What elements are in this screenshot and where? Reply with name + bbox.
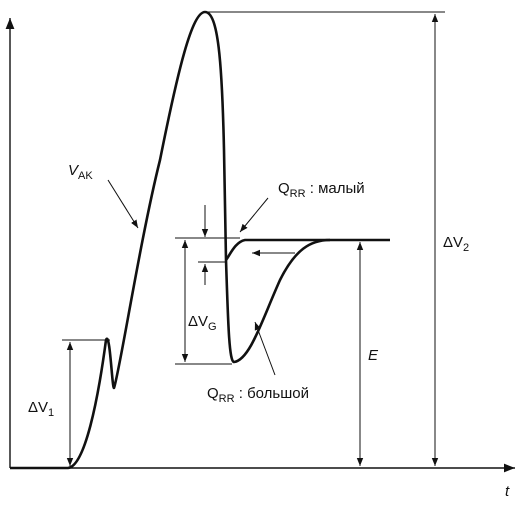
leader <box>254 321 276 376</box>
qrr-small-curve <box>224 238 390 261</box>
dvg-label: ΔVG <box>188 313 217 333</box>
vak-curve <box>10 10 228 470</box>
dv1-label: ΔV1 <box>28 399 54 419</box>
qrr-large-label: QRR : большой <box>207 385 309 405</box>
e-label: E <box>368 347 379 364</box>
qrr-large-curve <box>224 238 331 364</box>
leader <box>239 197 269 233</box>
dv2-label: ΔV2 <box>443 234 469 254</box>
vak-label: VAK <box>68 162 93 182</box>
qrr-small-label: QRR : малый <box>278 180 365 200</box>
leader <box>107 179 139 229</box>
t-label: t <box>505 483 510 500</box>
